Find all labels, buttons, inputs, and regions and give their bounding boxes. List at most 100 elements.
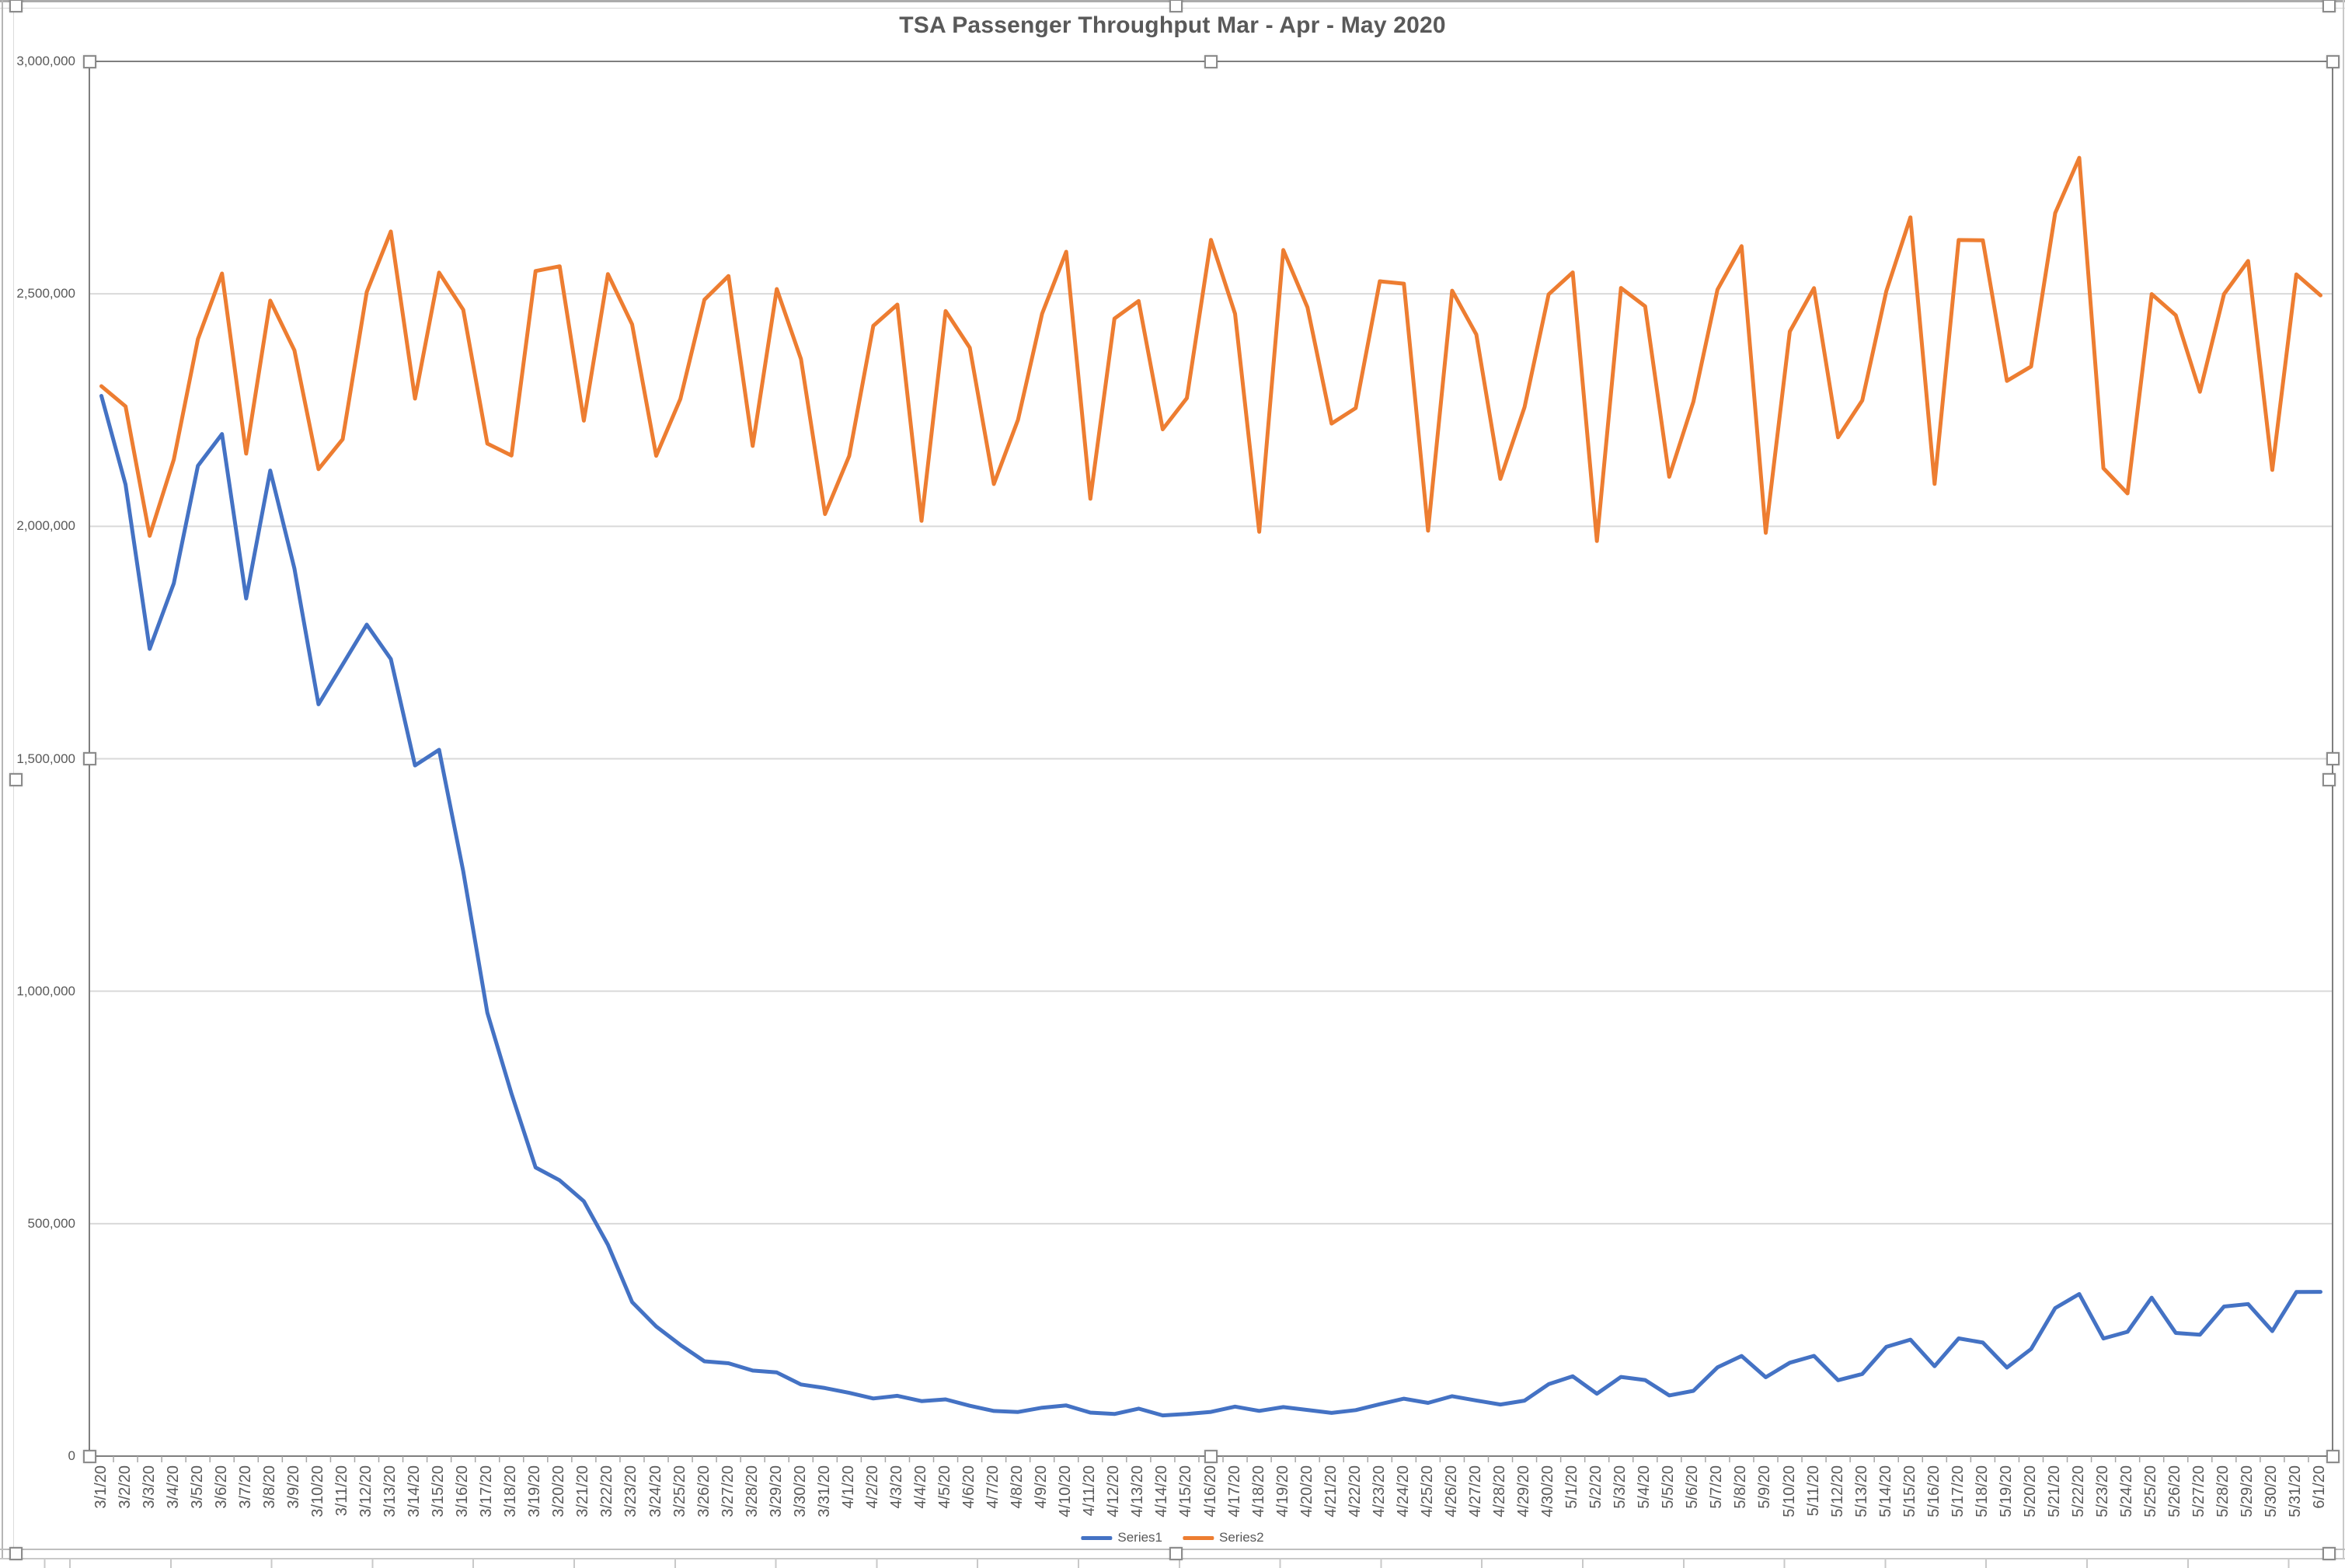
x-axis-label: 3/4/20 [164, 1465, 182, 1509]
legend-label-series1: Series1 [1117, 1530, 1162, 1545]
y-axis-label: 0 [68, 1448, 75, 1463]
x-axis-label: 5/29/20 [2239, 1465, 2256, 1517]
x-axis-label: 4/8/20 [1009, 1465, 1026, 1509]
selection-handle[interactable] [2326, 752, 2340, 765]
y-axis-label: 3,000,000 [16, 54, 75, 68]
x-axis-label: 5/9/20 [1756, 1465, 1774, 1509]
selection-handle[interactable] [82, 54, 96, 68]
x-axis-label: 3/26/20 [695, 1465, 713, 1517]
x-axis-label: 3/9/20 [284, 1465, 302, 1509]
x-axis-label: 3/6/20 [212, 1465, 230, 1509]
x-axis-label: 3/8/20 [260, 1465, 278, 1509]
x-axis-label: 4/21/20 [1322, 1465, 1340, 1517]
selection-handle[interactable] [2322, 772, 2336, 786]
x-axis-label: 5/30/20 [2263, 1465, 2281, 1517]
selection-handle[interactable] [1169, 0, 1183, 12]
x-axis-label: 5/27/20 [2190, 1465, 2208, 1517]
x-axis-label: 5/13/20 [1852, 1465, 1870, 1517]
series-line-series1[interactable] [99, 394, 2322, 1418]
x-axis-label: 4/12/20 [1105, 1465, 1123, 1517]
x-axis-label: 4/2/20 [863, 1465, 881, 1509]
x-axis-label: 4/24/20 [1394, 1465, 1412, 1517]
series2-line-swatch [1183, 1535, 1214, 1540]
selection-handle[interactable] [9, 772, 23, 786]
x-axis-label: 3/24/20 [646, 1465, 664, 1517]
x-axis-label: 4/28/20 [1491, 1465, 1509, 1517]
x-axis-label: 4/3/20 [887, 1465, 905, 1509]
x-axis-label: 3/16/20 [454, 1465, 472, 1517]
legend-item-series1[interactable]: Series1 [1081, 1530, 1162, 1545]
x-axis-label: 4/15/20 [1177, 1465, 1195, 1517]
x-axis-label: 5/28/20 [2214, 1465, 2232, 1517]
x-axis-label: 5/15/20 [1901, 1465, 1918, 1517]
legend[interactable]: Series1 Series2 [1081, 1530, 1264, 1545]
selection-handle[interactable] [2322, 1546, 2336, 1560]
y-axis-label: 2,000,000 [16, 518, 75, 534]
x-axis-label: 3/2/20 [116, 1465, 134, 1509]
x-axis-label: 5/25/20 [2142, 1465, 2160, 1517]
x-axis-label: 3/20/20 [550, 1465, 568, 1517]
x-axis-label: 5/23/20 [2094, 1465, 2112, 1517]
selection-handle[interactable] [2326, 54, 2340, 68]
selection-handle[interactable] [2326, 1449, 2340, 1463]
x-axis-label: 5/20/20 [2021, 1465, 2039, 1517]
x-axis-label: 4/14/20 [1153, 1465, 1171, 1517]
x-axis-label: 4/5/20 [936, 1465, 954, 1509]
x-axis-label: 3/25/20 [671, 1465, 688, 1517]
series-line-series2[interactable] [99, 155, 2322, 543]
x-axis-label: 5/4/20 [1636, 1465, 1653, 1509]
x-axis-label: 3/5/20 [188, 1465, 206, 1509]
selection-handle[interactable] [1204, 1449, 1218, 1463]
legend-item-series2[interactable]: Series2 [1183, 1530, 1264, 1545]
selection-handle[interactable] [1169, 1546, 1183, 1560]
series1-line-swatch [1081, 1535, 1113, 1540]
x-axis-label: 3/21/20 [574, 1465, 592, 1517]
x-axis-label: 4/4/20 [911, 1465, 929, 1509]
x-axis-label: 4/9/20 [1033, 1465, 1051, 1509]
x-axis-label: 3/30/20 [791, 1465, 809, 1517]
x-axis-label: 3/23/20 [622, 1465, 640, 1517]
x-axis-label: 3/29/20 [767, 1465, 785, 1517]
x-axis-label: 4/13/20 [1129, 1465, 1147, 1517]
x-axis-label: 3/12/20 [357, 1465, 375, 1517]
x-axis-label: 3/14/20 [406, 1465, 423, 1517]
x-axis-label: 5/11/20 [1804, 1465, 1822, 1517]
y-axis-label: 500,000 [27, 1215, 75, 1231]
x-axis-label: 4/22/20 [1346, 1465, 1364, 1517]
x-axis-label: 5/10/20 [1780, 1465, 1798, 1517]
selection-handle[interactable] [9, 0, 23, 12]
x-axis-label: 4/29/20 [1515, 1465, 1533, 1517]
selection-handle[interactable] [82, 752, 96, 765]
chart-frame-right [2343, 0, 2344, 1568]
y-axis-label: 2,500,000 [16, 286, 75, 301]
selection-handle[interactable] [9, 1546, 23, 1560]
x-axis-label: 4/25/20 [1418, 1465, 1436, 1517]
x-axis-label: 4/17/20 [1225, 1465, 1243, 1517]
x-axis-label: 5/18/20 [1973, 1465, 1991, 1517]
x-axis-label: 4/27/20 [1466, 1465, 1484, 1517]
y-axis-label: 1,000,000 [16, 983, 75, 998]
selection-handle[interactable] [82, 1449, 96, 1463]
selection-handle[interactable] [1204, 54, 1218, 68]
chart-title: TSA Passenger Throughput Mar - Apr - May… [899, 12, 1446, 38]
x-axis-label: 5/3/20 [1612, 1465, 1629, 1509]
selection-handle[interactable] [2322, 0, 2336, 12]
x-axis-label: 5/5/20 [1660, 1465, 1678, 1509]
x-axis-label: 5/7/20 [1708, 1465, 1726, 1509]
x-axis-label: 4/6/20 [960, 1465, 978, 1509]
x-axis-label: 3/18/20 [502, 1465, 520, 1517]
legend-label-series2: Series2 [1219, 1530, 1264, 1545]
x-axis-label: 3/19/20 [526, 1465, 544, 1517]
x-axis-label: 3/11/20 [333, 1465, 350, 1517]
x-axis-label: 4/20/20 [1298, 1465, 1315, 1517]
x-axis-label: 3/7/20 [236, 1465, 254, 1509]
x-axis-label: 3/17/20 [478, 1465, 496, 1517]
x-axis-label: 5/22/20 [2070, 1465, 2088, 1517]
x-axis-label: 6/1/20 [2311, 1465, 2329, 1509]
x-axis-label: 3/13/20 [382, 1465, 399, 1517]
x-axis-label: 5/17/20 [1949, 1465, 1967, 1517]
x-axis-label: 3/1/20 [92, 1465, 110, 1509]
x-axis-label: 4/26/20 [1442, 1465, 1460, 1517]
